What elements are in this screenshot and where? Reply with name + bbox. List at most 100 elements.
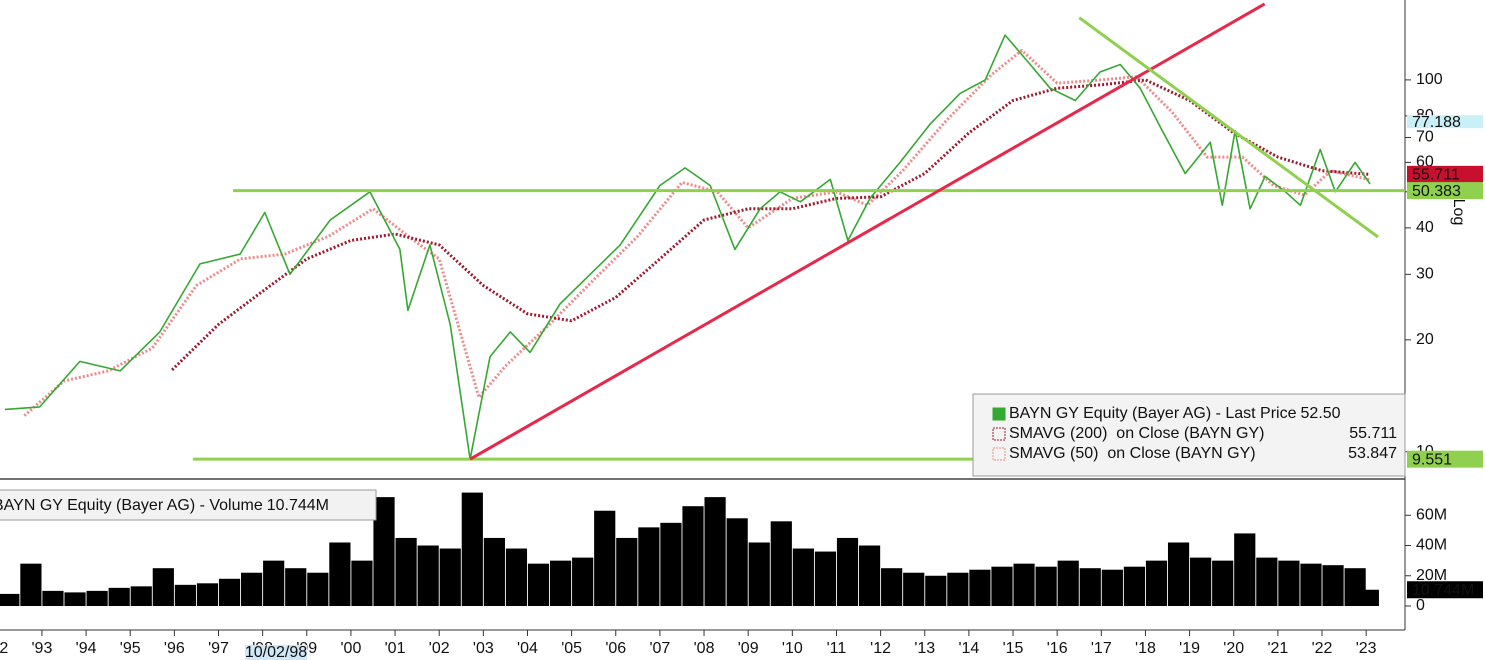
y-tick-label: 30	[1416, 266, 1434, 283]
legend-label: SMAVG (200) on Close (BAYN GY)	[1009, 425, 1264, 442]
y-tick-label: 60M	[1416, 506, 1447, 523]
volume-bar	[152, 568, 174, 606]
volume-bar	[748, 542, 770, 606]
volume-bar	[947, 572, 969, 606]
volume-bar	[395, 537, 417, 606]
value-tag	[1407, 115, 1483, 129]
volume-bar	[704, 497, 726, 606]
volume-bar	[64, 592, 86, 606]
value-tag-label: 77.188	[1412, 114, 1461, 131]
volume-bar	[329, 542, 351, 606]
volume-bar	[461, 492, 483, 606]
legend-marker	[992, 427, 1006, 441]
value-tag	[1407, 182, 1483, 200]
volume-bar	[1300, 563, 1322, 606]
trend-line	[469, 2, 1266, 461]
volume-bar	[1035, 566, 1057, 606]
x-tick-label: '95	[120, 640, 141, 657]
y-tick-label: 20	[1416, 331, 1434, 348]
volume-bar	[130, 586, 152, 606]
volume-legend-label: BAYN GY Equity (Bayer AG) - Volume	[0, 497, 263, 514]
volume-bar	[682, 506, 704, 606]
value-tag	[1407, 581, 1483, 599]
volume-bar	[483, 537, 505, 606]
moving-average-line	[23, 48, 1371, 417]
x-tick-label: '13	[914, 640, 935, 657]
volume-bar	[991, 566, 1013, 606]
volume-bar	[86, 590, 108, 606]
legend-value: 55.711	[1349, 425, 1397, 442]
volume-bar	[527, 563, 550, 606]
volume-bar	[1101, 569, 1123, 606]
y-tick-label: 70	[1416, 129, 1434, 146]
volume-bar	[351, 560, 373, 606]
volume-bar	[903, 572, 925, 606]
price-line	[4, 34, 1371, 460]
x-tick-label: '01	[385, 640, 406, 657]
legend-value: 53.847	[1348, 445, 1397, 462]
legend-label: SMAVG (50) on Close (BAYN GY)	[1009, 445, 1256, 462]
volume-bar	[1145, 560, 1168, 606]
volume-bar	[594, 510, 616, 606]
volume-bar	[0, 593, 20, 606]
legend-value: 52.50	[1301, 405, 1341, 422]
volume-bar	[770, 521, 792, 606]
volume-bar	[660, 522, 682, 606]
volume-bar	[1256, 557, 1278, 606]
volume-bar	[505, 548, 528, 606]
x-tick-label: '08	[694, 640, 715, 657]
x-tick-label: '18	[1135, 640, 1156, 657]
legend-label: BAYN GY Equity (Bayer AG) - Last Price	[1009, 405, 1297, 422]
volume-bar	[925, 575, 947, 606]
x-tick-label: '06	[605, 640, 626, 657]
volume-bar	[417, 545, 439, 606]
legend-box	[972, 393, 1406, 477]
volume-bar	[1278, 560, 1300, 606]
volume-bar	[108, 587, 130, 606]
y-tick-label: 20M	[1416, 567, 1447, 584]
volume-bar	[616, 537, 638, 606]
x-tick-label: '04	[517, 640, 538, 657]
volume-bar	[1167, 542, 1190, 606]
x-tick-label: '02	[429, 640, 450, 657]
x-tick-label: '17	[1091, 640, 1112, 657]
value-tag-label: 50.383	[1412, 183, 1461, 200]
x-tick-label: '05	[561, 640, 582, 657]
trend-line	[1078, 16, 1379, 239]
volume-bar	[792, 548, 814, 606]
volume-bar	[1212, 560, 1234, 606]
x-tick-label: '00	[340, 640, 361, 657]
x-tick-label: '10	[782, 640, 803, 657]
x-tick-label: '93	[32, 640, 53, 657]
volume-bar	[858, 545, 881, 606]
volume-bar	[726, 518, 748, 606]
y-tick-label: 0	[1416, 597, 1425, 614]
cursor-label: 10/02/98	[245, 644, 307, 660]
x-tick-label: '97	[208, 640, 229, 657]
volume-bar	[373, 497, 395, 606]
x-tick-label: '07	[649, 640, 670, 657]
value-tag	[1407, 450, 1483, 468]
volume-bar	[1123, 566, 1146, 606]
volume-bar	[1057, 560, 1079, 606]
value-tag-label: 55.711	[1412, 167, 1460, 184]
legend-marker	[992, 407, 1006, 421]
x-tick-label: '16	[1047, 640, 1068, 657]
scale-label: Log	[1450, 199, 1467, 226]
volume-bar	[218, 578, 241, 606]
volume-bar	[836, 537, 859, 606]
volume-bar	[174, 584, 196, 606]
volume-bar	[307, 572, 329, 606]
volume-bar	[969, 569, 991, 606]
x-tick-label: '96	[164, 640, 185, 657]
volume-legend-box	[0, 489, 377, 521]
x-tick-label: '94	[76, 640, 97, 657]
volume-bar	[196, 583, 219, 606]
volume-bar	[572, 557, 594, 606]
volume-bar	[20, 563, 42, 606]
x-tick-label: '14	[958, 640, 979, 657]
volume-bar	[549, 560, 572, 606]
x-tick-label: '20	[1223, 640, 1244, 657]
